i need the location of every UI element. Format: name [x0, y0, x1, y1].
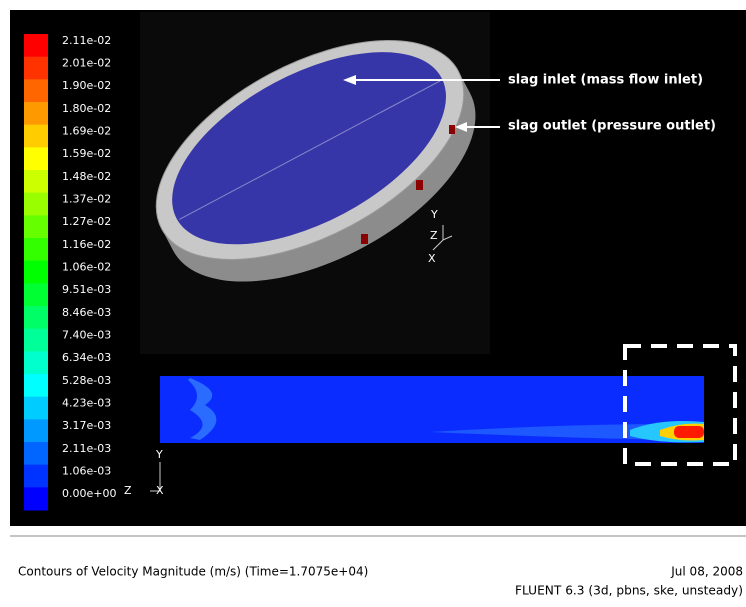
color-swatch	[24, 465, 48, 488]
color-swatch	[24, 351, 48, 374]
color-swatch	[24, 306, 48, 329]
axis-label: Y	[430, 208, 438, 221]
colorbar-label: 1.37e-02	[62, 192, 111, 205]
colorbar-label: 1.69e-02	[62, 124, 111, 137]
contour-peak	[674, 426, 704, 438]
color-swatch	[24, 487, 48, 510]
solver-info: FLUENT 6.3 (3d, pbns, ske, unsteady)	[515, 584, 743, 598]
color-swatch	[24, 170, 48, 193]
color-swatch	[24, 102, 48, 125]
colorbar-label: 1.27e-02	[62, 215, 111, 228]
colorbar-label: 1.48e-02	[62, 170, 111, 183]
color-swatch	[24, 442, 48, 465]
color-swatch	[24, 283, 48, 306]
screenshot: 2.11e-02 2.01e-02 1.90e-02 1.80e-02 1.69e-02…	[0, 0, 746, 607]
color-swatch	[24, 261, 48, 284]
colorbar-label: 1.06e-02	[62, 260, 111, 273]
axis-label: Z	[124, 484, 132, 497]
colorbar-label: 1.90e-02	[62, 79, 111, 92]
color-swatch	[24, 79, 48, 102]
colorbar-label: 7.40e-03	[62, 328, 111, 341]
colorbar-label: 9.51e-03	[62, 283, 111, 296]
axis-label: X	[156, 484, 164, 497]
axis-label: X	[428, 252, 436, 265]
color-swatch	[24, 34, 48, 57]
colorbar-label: 1.06e-03	[62, 464, 111, 477]
color-swatch	[24, 125, 48, 148]
colorbar-label: 1.16e-02	[62, 238, 111, 251]
colorbar-label: 2.11e-03	[62, 442, 111, 455]
colorbar-label: 8.46e-03	[62, 306, 111, 319]
colorbar-label: 1.80e-02	[62, 102, 111, 115]
color-swatch	[24, 419, 48, 442]
outlet-marker	[361, 234, 368, 244]
colorbar-label: 2.11e-02	[62, 34, 111, 47]
axis-label: Y	[155, 448, 163, 461]
color-swatch	[24, 147, 48, 170]
outlet-marker	[416, 180, 423, 190]
color-swatch	[24, 329, 48, 352]
colorbar-label: 3.17e-03	[62, 419, 111, 432]
color-swatch	[24, 238, 48, 261]
colorbar-label: 6.34e-03	[62, 351, 111, 364]
colorbar-label: 5.28e-03	[62, 374, 111, 387]
color-swatch	[24, 193, 48, 216]
annotation: slag outlet (pressure outlet)	[508, 119, 716, 134]
date: Jul 08, 2008	[670, 565, 743, 579]
color-swatch	[24, 374, 48, 397]
colorbar-label: 1.59e-02	[62, 147, 111, 160]
colorbar-label: 4.23e-03	[62, 396, 111, 409]
axis-label: Z	[430, 229, 438, 242]
color-swatch	[24, 397, 48, 420]
colorbar-label: 2.01e-02	[62, 56, 111, 69]
annotation: slag inlet (mass flow inlet)	[508, 73, 703, 88]
color-swatch	[24, 215, 48, 238]
outlet-marker	[449, 125, 455, 134]
color-swatch	[24, 57, 48, 80]
plot-title: Contours of Velocity Magnitude (m/s) (Ti…	[18, 565, 368, 579]
colorbar-label: 0.00e+00	[62, 487, 116, 500]
